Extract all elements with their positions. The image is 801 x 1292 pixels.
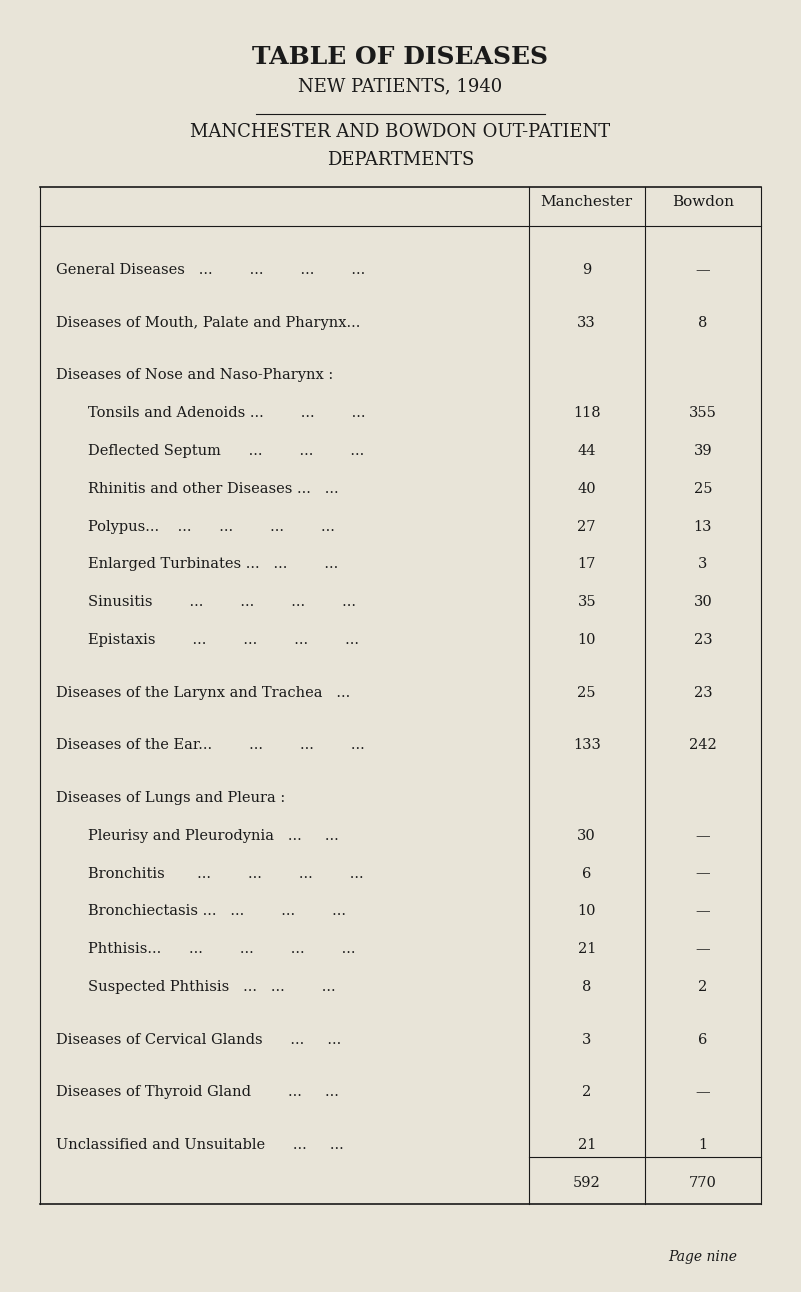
Text: Manchester: Manchester — [541, 195, 633, 208]
Text: Deflected Septum      ...        ...        ...: Deflected Septum ... ... ... — [88, 444, 364, 457]
Text: 39: 39 — [694, 444, 712, 457]
Text: 23: 23 — [694, 633, 712, 647]
Text: 13: 13 — [694, 519, 712, 534]
Text: 33: 33 — [578, 315, 596, 329]
Text: 242: 242 — [689, 738, 717, 752]
Text: Unclassified and Unsuitable      ...     ...: Unclassified and Unsuitable ... ... — [56, 1138, 344, 1151]
Text: Pleurisy and Pleurodynia   ...     ...: Pleurisy and Pleurodynia ... ... — [88, 828, 339, 842]
Text: Polypus...    ...      ...        ...        ...: Polypus... ... ... ... ... — [88, 519, 335, 534]
Text: 118: 118 — [573, 406, 601, 420]
Text: 2: 2 — [582, 1085, 591, 1099]
Text: —: — — [695, 828, 710, 842]
Text: 23: 23 — [694, 686, 712, 700]
Text: Sinusitis        ...        ...        ...        ...: Sinusitis ... ... ... ... — [88, 596, 356, 610]
Text: Diseases of Mouth, Palate and Pharynx...: Diseases of Mouth, Palate and Pharynx... — [56, 315, 360, 329]
Text: 35: 35 — [578, 596, 596, 610]
Text: 8: 8 — [582, 981, 591, 994]
Text: 30: 30 — [694, 596, 712, 610]
Text: NEW PATIENTS, 1940: NEW PATIENTS, 1940 — [299, 78, 502, 96]
Text: 1: 1 — [698, 1138, 707, 1151]
Text: 10: 10 — [578, 904, 596, 919]
Text: General Diseases   ...        ...        ...        ...: General Diseases ... ... ... ... — [56, 264, 365, 276]
Text: —: — — [695, 942, 710, 956]
Text: 44: 44 — [578, 444, 596, 457]
Text: 21: 21 — [578, 1138, 596, 1151]
Text: Tonsils and Adenoids ...        ...        ...: Tonsils and Adenoids ... ... ... — [88, 406, 365, 420]
Text: 40: 40 — [578, 482, 596, 496]
Text: 133: 133 — [573, 738, 601, 752]
Text: 10: 10 — [578, 633, 596, 647]
Text: 770: 770 — [689, 1176, 717, 1190]
Text: Page nine: Page nine — [668, 1249, 737, 1264]
Text: 9: 9 — [582, 264, 591, 276]
Text: —: — — [695, 904, 710, 919]
Text: Diseases of Cervical Glands      ...     ...: Diseases of Cervical Glands ... ... — [56, 1032, 341, 1047]
Text: 25: 25 — [578, 686, 596, 700]
Text: Enlarged Turbinates ...   ...        ...: Enlarged Turbinates ... ... ... — [88, 557, 338, 571]
Text: 30: 30 — [578, 828, 596, 842]
Text: 3: 3 — [582, 1032, 591, 1047]
Text: MANCHESTER AND BOWDON OUT-PATIENT: MANCHESTER AND BOWDON OUT-PATIENT — [191, 123, 610, 141]
Text: Diseases of the Ear...        ...        ...        ...: Diseases of the Ear... ... ... ... — [56, 738, 364, 752]
Text: Diseases of Nose and Naso-Pharynx :: Diseases of Nose and Naso-Pharynx : — [56, 368, 333, 382]
Text: 6: 6 — [582, 867, 591, 881]
Text: 8: 8 — [698, 315, 707, 329]
Text: Diseases of Lungs and Pleura :: Diseases of Lungs and Pleura : — [56, 791, 285, 805]
Text: Bowdon: Bowdon — [672, 195, 734, 208]
Text: Epistaxis        ...        ...        ...        ...: Epistaxis ... ... ... ... — [88, 633, 359, 647]
Text: 355: 355 — [689, 406, 717, 420]
Text: —: — — [695, 264, 710, 276]
Text: —: — — [695, 1085, 710, 1099]
Text: DEPARTMENTS: DEPARTMENTS — [327, 151, 474, 169]
Text: Bronchitis       ...        ...        ...        ...: Bronchitis ... ... ... ... — [88, 867, 364, 881]
Text: 27: 27 — [578, 519, 596, 534]
Text: Bronchiectasis ...   ...        ...        ...: Bronchiectasis ... ... ... ... — [88, 904, 346, 919]
Text: 3: 3 — [698, 557, 707, 571]
Text: —: — — [695, 867, 710, 881]
Text: Suspected Phthisis   ...   ...        ...: Suspected Phthisis ... ... ... — [88, 981, 336, 994]
Text: TABLE OF DISEASES: TABLE OF DISEASES — [252, 45, 549, 70]
Text: 6: 6 — [698, 1032, 707, 1047]
Text: 25: 25 — [694, 482, 712, 496]
Text: Phthisis...      ...        ...        ...        ...: Phthisis... ... ... ... ... — [88, 942, 356, 956]
Text: 2: 2 — [698, 981, 707, 994]
Text: 21: 21 — [578, 942, 596, 956]
Text: 17: 17 — [578, 557, 596, 571]
Text: Rhinitis and other Diseases ...   ...: Rhinitis and other Diseases ... ... — [88, 482, 339, 496]
Text: 592: 592 — [573, 1176, 601, 1190]
Text: Diseases of Thyroid Gland        ...     ...: Diseases of Thyroid Gland ... ... — [56, 1085, 339, 1099]
Text: Diseases of the Larynx and Trachea   ...: Diseases of the Larynx and Trachea ... — [56, 686, 350, 700]
